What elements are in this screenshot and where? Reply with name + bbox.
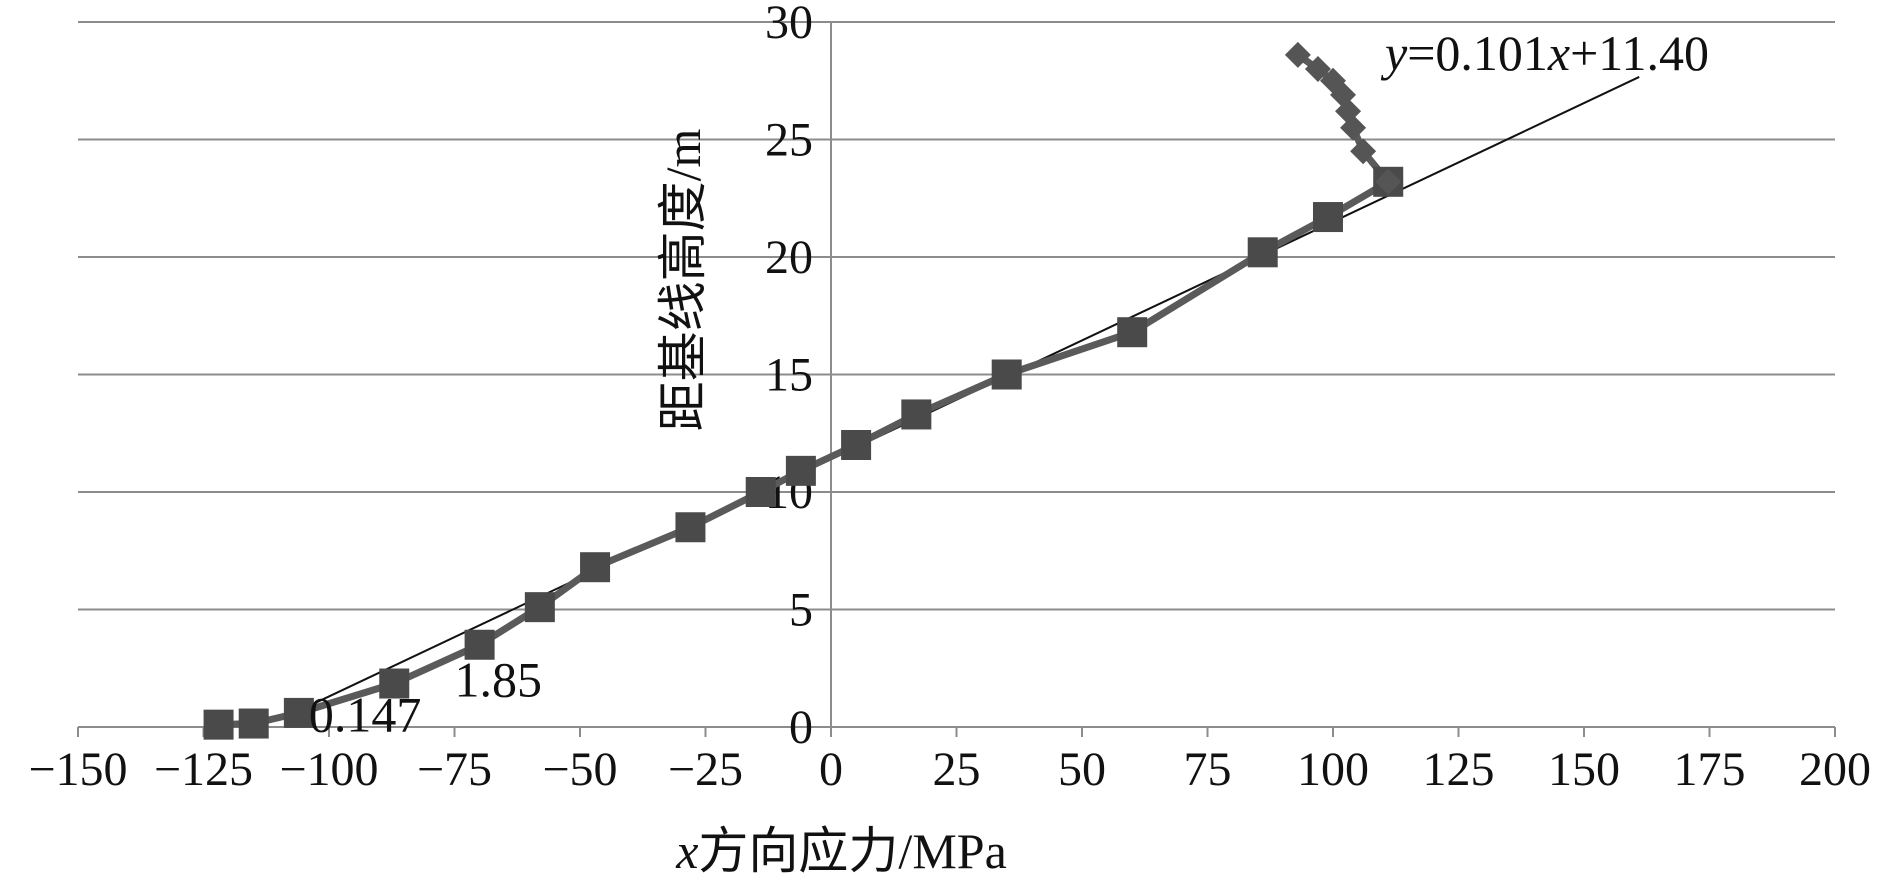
x-tick-label-12: 150 [1548,743,1620,796]
series-0-point-4 [464,629,495,660]
series-0-point-5 [524,592,555,623]
x-axis-title: x方向应力/MPa [675,823,1007,879]
series-1-point-0 [1375,168,1402,195]
y-tick-label-0: 0 [789,701,813,754]
y-tick-label-4: 20 [765,231,813,284]
series-0-point-6 [580,552,611,583]
fit-equation-label: y=0.101x+11.40 [1380,25,1709,81]
series-0-point-2 [283,697,314,728]
x-tick-label-6: 0 [819,743,843,796]
x-tick-label-4: −50 [542,743,617,796]
series-0-point-15 [1312,202,1343,233]
x-tick-label-9: 75 [1184,743,1232,796]
y-tick-label-3: 15 [765,349,813,402]
axes: −150 −125 −100 −75 −50 −25 0 25 50 75 100 125 150 175… [28,0,1871,796]
y-tick-label-1: 5 [789,584,813,637]
x-tick-label-11: 125 [1423,743,1495,796]
series-0-point-8 [745,477,776,507]
x-tick-label-7: 25 [933,743,981,796]
gridlines [78,21,1835,611]
x-tick-label-10: 100 [1297,743,1369,796]
x-tick-label-2: −100 [279,743,378,796]
annotation-label-1: 0.147 [309,687,422,743]
x-tick-label-5: −25 [668,743,743,796]
series-0-point-10 [841,430,872,460]
x-tick-label-14: 200 [1799,743,1871,796]
fit-equation-y: y [1380,25,1408,81]
y-tick-label-6: 30 [765,0,813,49]
x-tick-label-8: 50 [1058,743,1106,796]
series-0-point-14 [1247,237,1278,268]
series-0-point-12 [991,359,1022,390]
series-1-point-5 [1320,67,1346,94]
y-tick-label-5: 25 [765,114,813,167]
fit-equation-mid: =0.101 [1407,25,1548,81]
series-0-point-1 [238,708,269,739]
series-0-point-0 [203,709,234,740]
series-0-point-11 [901,399,932,430]
series-1-point-1 [1350,138,1377,165]
series-1-point-6 [1304,56,1331,82]
y-axis-title: 距基线高度/m [655,129,711,432]
series-0-point-7 [675,512,706,543]
annotation-label-0: 1.85 [455,651,543,707]
x-tick-label-3: −75 [417,743,492,796]
x-axis-title-var: x [675,823,698,879]
series-0-point-3 [379,668,410,699]
x-tick-label-0: −150 [28,743,127,796]
fit-equation-end: +11.40 [1570,25,1709,81]
series-0-point-13 [1117,317,1148,348]
x-tick-label-13: 175 [1674,743,1746,796]
x-tick-label-1: −125 [154,743,253,796]
labels-group: 距基线高度/m x方向应力/MPa y=0.101x+11.40 1.850.1… [309,25,1709,879]
fit-equation-x: x [1547,25,1570,81]
series-0-point-9 [785,455,816,486]
data-series-group [203,41,1404,740]
x-axis-title-text: 方向应力/MPa [698,823,1006,879]
series-1-point-7 [1284,41,1311,68]
